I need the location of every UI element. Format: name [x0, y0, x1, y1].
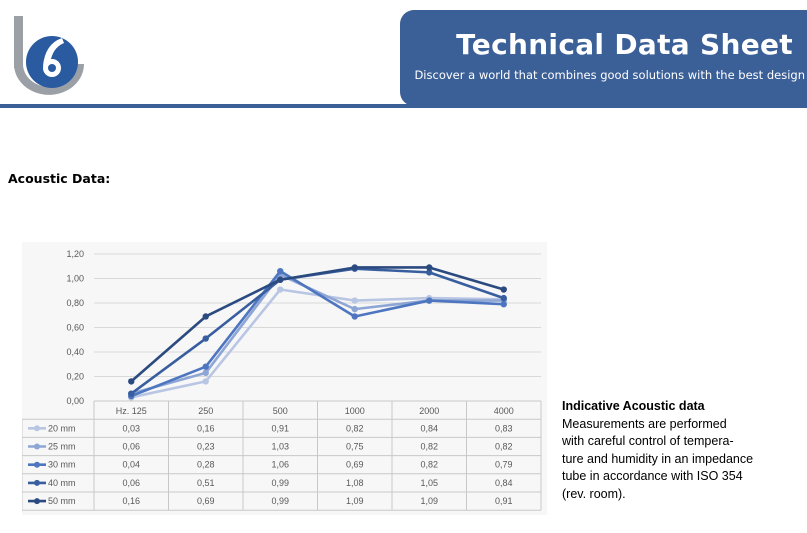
data-point [128, 390, 135, 397]
data-label: 1,03 [271, 442, 289, 452]
x-tick-label: 500 [273, 406, 288, 416]
logo-six-stroke [43, 38, 64, 66]
series-line [130, 288, 504, 399]
note-body: Measurements are performed with careful … [562, 416, 754, 501]
data-label: 0,16 [122, 496, 140, 506]
data-label: 0,82 [420, 460, 438, 470]
acoustic-chart: 0,00 0,20 0,40 0,60 0,80 1,00 1,20 Hz. 125 250 50… [22, 242, 547, 515]
data-point [202, 378, 209, 385]
data-point [351, 297, 358, 304]
data-point [500, 286, 507, 293]
x-tick-label: 2000 [419, 406, 439, 416]
header-divider [0, 104, 807, 108]
data-point [277, 276, 284, 283]
data-label: 1,09 [420, 496, 438, 506]
y-tick-label: 1,00 [66, 274, 84, 284]
brand-logo [14, 16, 84, 95]
y-tick-label: 0,40 [66, 347, 84, 357]
data-label: 0,28 [197, 460, 215, 470]
legend-swatch-marker [34, 425, 40, 432]
data-label: 0,23 [197, 442, 215, 452]
legend-label: 50 mm [48, 496, 76, 506]
legend-swatch-marker [34, 461, 40, 468]
data-label: 0,99 [271, 496, 289, 506]
note-title: Indicative Acoustic data [562, 399, 705, 413]
data-label: 0,06 [122, 478, 140, 488]
data-point [277, 286, 284, 293]
data-point [202, 363, 209, 370]
x-tick-label: 1000 [345, 406, 365, 416]
data-label: 1,06 [271, 460, 289, 470]
x-tick-label: 4000 [494, 406, 514, 416]
data-point [426, 269, 433, 276]
data-label: 0,69 [346, 460, 364, 470]
legend-swatch-marker [34, 479, 40, 486]
data-label: 0,91 [271, 423, 289, 433]
data-label: 0,82 [495, 442, 513, 452]
data-label: 0,03 [122, 423, 140, 433]
y-tick-label: 1,20 [66, 249, 84, 259]
data-point [500, 294, 507, 302]
data-label: 0,06 [122, 442, 140, 452]
data-label: 0,04 [122, 460, 140, 470]
x-tick-label: Hz. 125 [116, 406, 147, 416]
data-label: 0,83 [495, 423, 513, 433]
data-point [351, 305, 358, 313]
legend-swatch-marker [34, 443, 40, 450]
data-label: 1,08 [346, 478, 364, 488]
acoustic-note: Indicative Acoustic data Measurements ar… [562, 398, 802, 503]
legend-label: 30 mm [48, 460, 76, 470]
data-label: 0,51 [197, 478, 215, 488]
header-banner: Technical Data Sheet Discover a world th… [400, 10, 807, 106]
data-label: 0,75 [346, 442, 364, 452]
series-line [130, 269, 504, 398]
y-tick-label: 0,80 [66, 298, 84, 308]
data-point [202, 335, 209, 342]
acoustic-chart-svg: 0,00 0,20 0,40 0,60 0,80 1,00 1,20 Hz. 125 250 50… [22, 249, 542, 511]
data-label: 0,82 [346, 423, 364, 433]
data-point [277, 267, 284, 275]
logo-bar-shape [14, 16, 23, 68]
y-tick-label: 0,20 [66, 372, 84, 382]
data-point [351, 264, 358, 271]
data-point [426, 297, 433, 304]
data-point [202, 313, 209, 320]
data-label: 0,91 [495, 496, 513, 506]
y-tick-label: 0,00 [66, 396, 84, 406]
data-point [351, 313, 358, 320]
data-point [426, 264, 433, 271]
series-line [130, 266, 505, 383]
data-point [202, 369, 209, 377]
section-title: Acoustic Data: [8, 171, 111, 186]
data-label: 0,69 [197, 496, 215, 506]
data-label: 0,79 [495, 460, 513, 470]
data-label: 0,99 [271, 478, 289, 488]
legend-swatch-marker [34, 498, 40, 505]
data-label: 0,84 [495, 478, 513, 488]
data-label: 0,82 [420, 442, 438, 452]
page-subtitle: Discover a world that combines good solu… [414, 68, 805, 82]
page-title: Technical Data Sheet [456, 28, 793, 61]
legend-label: 25 mm [48, 442, 76, 452]
legend-label: 40 mm [48, 478, 76, 488]
data-label: 0,84 [420, 423, 438, 433]
y-tick-label: 0,60 [66, 323, 84, 333]
logo-arc-shape [14, 64, 84, 95]
data-label: 1,09 [346, 496, 364, 506]
legend-label: 20 mm [48, 423, 76, 433]
data-point [500, 301, 507, 308]
data-label: 0,16 [197, 423, 215, 433]
x-tick-label: 250 [198, 406, 213, 416]
logo-inner-dot [48, 64, 56, 72]
data-point [128, 378, 135, 385]
data-label: 1,05 [420, 478, 438, 488]
